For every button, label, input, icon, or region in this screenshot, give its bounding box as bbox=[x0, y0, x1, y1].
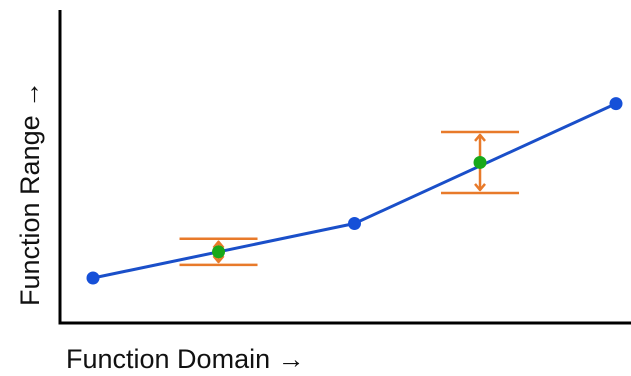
sample-point-3 bbox=[609, 97, 623, 111]
x-axis-label: Function Domain → bbox=[66, 344, 305, 374]
error-bar-up-arrow bbox=[474, 133, 486, 142]
interpolated-point-1 bbox=[212, 245, 226, 259]
data-points bbox=[86, 97, 623, 285]
y-axis-label: Function Range → bbox=[15, 81, 45, 306]
sample-point-1 bbox=[86, 271, 100, 285]
function-line bbox=[92, 102, 617, 280]
error-bar-down-arrow bbox=[474, 183, 486, 192]
error-bars bbox=[179, 130, 520, 267]
error-bar-up-arrow bbox=[212, 240, 225, 249]
error-bar-down-arrow bbox=[212, 255, 225, 264]
sample-point-2 bbox=[348, 217, 361, 230]
interpolated-point-2 bbox=[473, 155, 487, 169]
